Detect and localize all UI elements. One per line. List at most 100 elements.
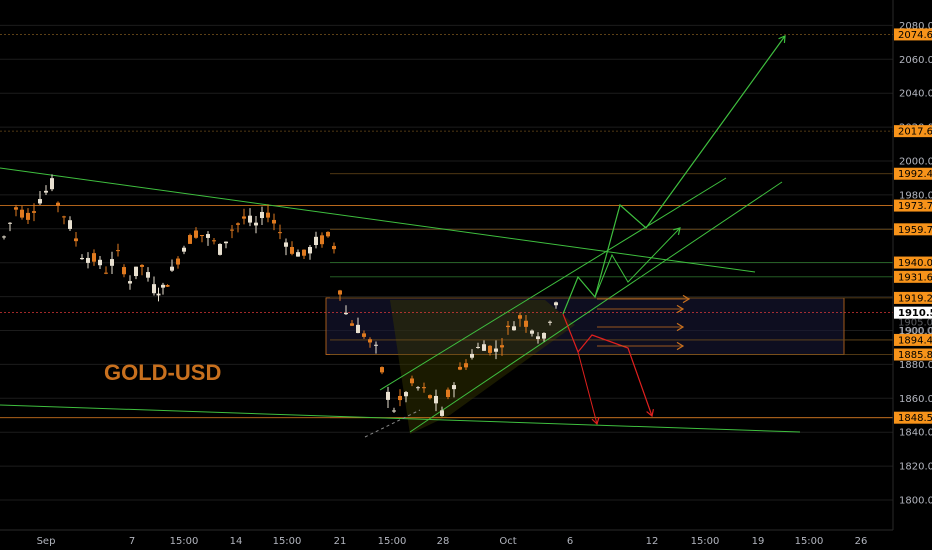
candle-body [302,249,306,256]
candle-body [104,272,108,274]
candle-body [236,223,240,225]
candle-body [386,391,390,400]
candle-body [122,267,126,275]
x-axis[interactable]: Sep 7 15:00 14 15:00 21 15:00 28 Oct 6 12 15:00 19 15… [0,529,893,547]
x-tick-label: Oct [499,536,516,547]
price-tag [894,28,932,41]
price-tag [894,256,932,269]
candle-body [368,339,372,343]
x-tick-label: 26 [855,536,868,547]
price-tag-label: 1973.71 [898,201,932,212]
candle-body [530,330,534,334]
candle-body [161,284,165,288]
candle-body [482,344,486,351]
candle-body [254,222,258,226]
candle-body [308,247,312,254]
arrowhead [682,294,691,304]
candle-body [156,293,161,296]
bullish-projection [562,35,786,315]
price-tag-label: 1931.66 [898,272,932,283]
x-tick-label: 7 [129,536,135,547]
candle-body [62,216,66,218]
candle-body [8,222,12,224]
arrowhead [591,417,600,426]
bullish-projection-2 [594,227,681,298]
candle-body [134,266,138,277]
candle-body [38,199,42,204]
candle-body [92,253,96,262]
candle-body [68,220,72,229]
x-tick-label: 21 [334,536,347,547]
candle-body [500,345,504,348]
x-tick-label: 6 [567,536,573,547]
candle-body [554,302,558,306]
candle-body [50,178,54,190]
candle-body [416,387,420,389]
candle-body [446,389,450,398]
candle-body [476,346,480,348]
candle-body [128,281,132,284]
candle-body [284,242,288,247]
candle-body [80,257,84,260]
candle-body [452,385,456,390]
dotted-trend [364,409,421,438]
y-tick-label: 1820.00 [899,462,932,473]
candle-body [326,231,330,237]
candles [2,174,558,417]
candle-body [434,395,438,404]
candle-body [110,259,114,266]
candle-body [542,332,546,339]
candle-body [398,395,402,401]
x-tick-label: 14 [230,536,243,547]
projections [562,35,786,426]
y-axis[interactable]: 2080.002060.002040.002020.002000.001980.… [892,0,932,550]
candle-body [272,219,276,224]
x-tick-label: 15:00 [273,536,302,547]
price-tag [894,291,932,304]
x-tick-label: 28 [437,536,450,547]
candle-body [338,290,342,295]
candle-body [98,259,102,266]
candle-body [506,325,510,328]
candle-body [404,392,408,397]
candle-body [74,238,78,242]
candle-body [266,212,270,218]
current-price-label: 1910.52 [898,308,932,319]
candle-body [20,209,24,218]
candle-body [44,190,48,193]
arrowhead [778,35,786,44]
price-levels [0,34,893,419]
candle-body [260,211,264,219]
candle-body [116,250,120,252]
candle-body [494,348,498,352]
price-tag [894,411,932,424]
candle-body [380,367,384,373]
price-tag [894,167,932,180]
x-tick-label: 12 [646,536,659,547]
candle-body [212,240,216,242]
candle-body [14,207,18,210]
price-tag-label: 2074.67 [898,30,932,41]
candle-body [165,284,170,287]
candle-body [218,243,222,255]
candle-body [296,252,300,257]
price-tag-label: 1919.23 [898,293,932,304]
y-tick-label: 2000.00 [899,157,932,168]
current-price-tag [894,306,932,319]
grid [0,24,893,501]
candle-body [182,247,186,252]
candle-body [320,235,324,245]
candle-body [518,315,522,319]
price-tag-label: 2017.62 [898,127,932,138]
candle-body [410,378,414,384]
price-tag [894,270,932,283]
candle-body [350,323,354,326]
y-tick-label: 2040.00 [899,89,932,100]
candle-body [140,264,144,267]
price-tag-label: 1992.48 [898,169,932,180]
candle-body [356,324,360,334]
price-tag [894,125,932,138]
y-tick-label: 1840.00 [899,428,932,439]
trendlines [0,167,801,438]
